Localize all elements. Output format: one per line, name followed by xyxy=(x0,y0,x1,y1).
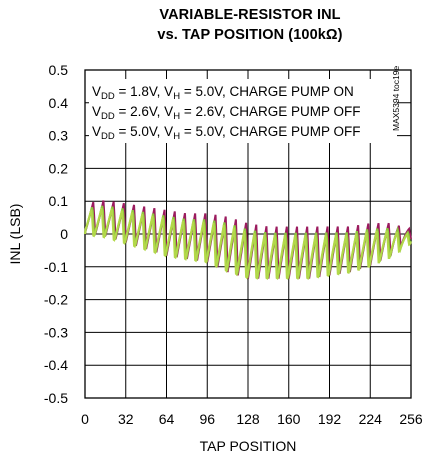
x-tick-label: 32 xyxy=(118,411,134,427)
y-tick-label: -0.4 xyxy=(44,357,68,373)
y-tick-label: -0.1 xyxy=(44,259,68,275)
x-tick-label: 224 xyxy=(359,411,383,427)
y-tick-label: 0.4 xyxy=(49,95,69,111)
y-tick-label: 0 xyxy=(60,226,68,242)
series-lines xyxy=(83,200,412,280)
x-tick-label: 0 xyxy=(81,411,89,427)
y-tick-labels: 0.5 0.4 0.3 0.2 0.1 0 -0.1 -0.2 -0.3 -0.4 -0.5 xyxy=(44,62,68,406)
y-tick-label: 0.1 xyxy=(49,193,69,209)
x-tick-label: 256 xyxy=(399,411,423,427)
x-tick-label: 128 xyxy=(236,411,260,427)
y-tick-label: 0.2 xyxy=(49,160,69,176)
y-tick-label: -0.5 xyxy=(44,390,68,406)
legend-entry: VDD = 5.0V, VH = 5.0V, CHARGE PUMP OFF xyxy=(92,124,361,142)
x-tick-label: 96 xyxy=(199,411,215,427)
legend-entry: VDD = 1.8V, VH = 5.0V, CHARGE PUMP ON xyxy=(92,84,354,102)
x-tick-labels: 0 32 64 96 128 160 192 224 256 xyxy=(81,411,423,427)
chart-title-line-1: VARIABLE-RESISTOR INL xyxy=(159,7,341,23)
legend-background xyxy=(89,79,397,143)
x-tick-label: 160 xyxy=(277,411,301,427)
x-axis-label: TAP POSITION xyxy=(200,438,297,454)
part-code-label: MAX5394 toc19e xyxy=(391,66,401,131)
y-tick-label: -0.3 xyxy=(44,324,68,340)
series-line xyxy=(84,208,412,280)
legend: VDD = 1.8V, VH = 5.0V, CHARGE PUMP ON VDD… xyxy=(92,84,361,142)
y-tick-label: 0.3 xyxy=(49,128,69,144)
chart-title-line-2: vs. TAP POSITION (100kΩ) xyxy=(157,27,343,43)
y-tick-label: -0.2 xyxy=(44,292,68,308)
x-tick-label: 192 xyxy=(318,411,342,427)
y-axis-label: INL (LSB) xyxy=(7,204,23,265)
x-tick-label: 64 xyxy=(159,411,175,427)
legend-entry: VDD = 2.6V, VH = 2.6V, CHARGE PUMP OFF xyxy=(92,104,361,122)
y-tick-label: 0.5 xyxy=(49,62,69,78)
